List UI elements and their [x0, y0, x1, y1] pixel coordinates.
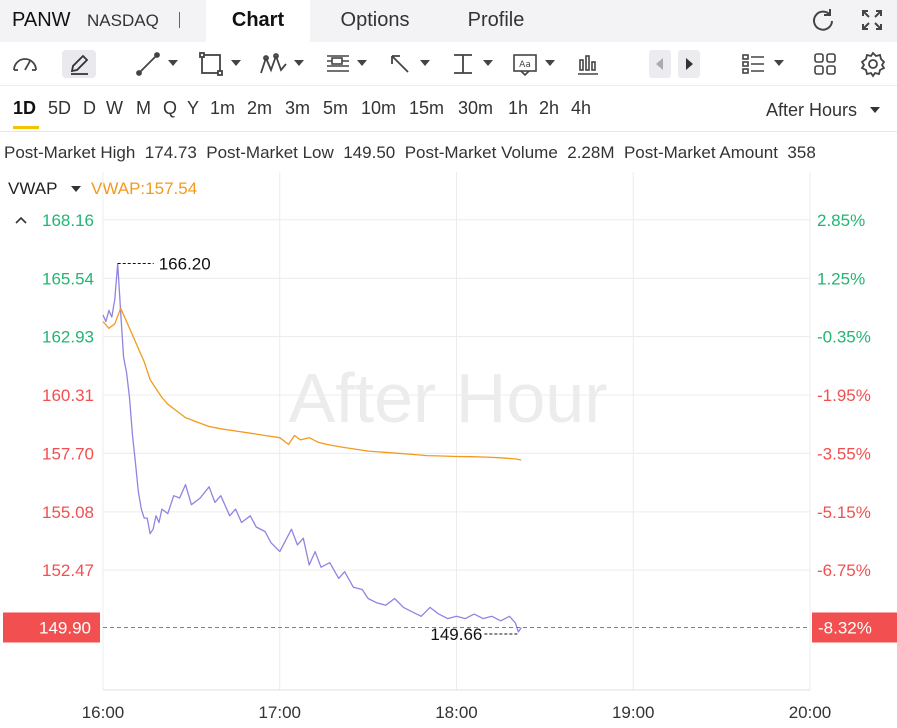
y-tick-label-right: -3.55%: [817, 444, 871, 463]
x-tick-label: 19:00: [612, 703, 655, 722]
price-chart[interactable]: After Hour 16:00 17:00 18:00 19:00 20:00 168.…: [0, 172, 897, 728]
scroll-right-icon[interactable]: [678, 50, 700, 78]
y-tick-label-left: 165.54: [42, 269, 94, 288]
pattern-dropdown-icon[interactable]: [294, 60, 304, 66]
y-tick-label-right: -1.95%: [817, 386, 871, 405]
layout-dropdown-icon[interactable]: [774, 60, 784, 66]
scroll-left-icon[interactable]: [649, 50, 671, 78]
current-pct-label: -8.32%: [818, 618, 872, 637]
fib-dropdown-icon[interactable]: [357, 60, 367, 66]
y-tick-label-left: 152.47: [42, 561, 94, 580]
period-4h[interactable]: 4h: [571, 98, 592, 118]
y-tick-label-right: 1.25%: [817, 269, 865, 288]
current-pct-badge: [812, 612, 897, 643]
period-d[interactable]: D: [83, 98, 96, 118]
post-market-low-value: 149.50: [343, 143, 400, 162]
period-2m[interactable]: 2m: [247, 98, 273, 118]
session-select[interactable]: After Hours: [766, 100, 858, 120]
y-tick-label-right: -6.75%: [817, 561, 871, 580]
period-30m[interactable]: 30m: [458, 98, 494, 118]
post-market-high-label: Post-Market High: [4, 143, 141, 162]
y-tick-label-right: -5.15%: [817, 503, 871, 522]
vwap-value: VWAP:157.54: [91, 179, 198, 198]
price-line: [102, 262, 522, 633]
period-3m[interactable]: 3m: [285, 98, 311, 118]
ticker-symbol: PANW: [12, 9, 71, 31]
current-price-label: 149.90: [39, 618, 91, 637]
post-market-amount-value: 358: [787, 143, 821, 162]
period-w[interactable]: W: [106, 98, 123, 118]
collapse-legend-icon[interactable]: [14, 212, 28, 230]
low-marker-label: 149.66: [430, 625, 482, 644]
period-5d[interactable]: 5D: [48, 98, 72, 118]
settings-icon[interactable]: [859, 50, 887, 78]
period-q[interactable]: Q: [163, 98, 178, 118]
y-tick-label-right: 2.85%: [817, 211, 865, 230]
post-market-volume-label: Post-Market Volume: [404, 143, 563, 162]
refresh-icon[interactable]: [809, 6, 837, 34]
vwap-line: [102, 307, 522, 461]
y-tick-label-left: 168.16: [42, 211, 94, 230]
post-market-amount-label: Post-Market Amount: [623, 143, 783, 162]
header-separator: [179, 12, 180, 28]
tab-chart[interactable]: Chart: [206, 0, 310, 42]
period-5m[interactable]: 5m: [323, 98, 349, 118]
period-y[interactable]: Y: [187, 98, 200, 118]
post-market-volume-value: 2.28M: [567, 143, 620, 162]
y-tick-label-right: -0.35%: [817, 328, 871, 347]
arrow-icon[interactable]: [386, 50, 414, 78]
active-period-indicator: [13, 126, 39, 129]
y-tick-label-left: 157.70: [42, 444, 94, 463]
trend-line-icon[interactable]: [134, 50, 162, 78]
x-tick-label: 18:00: [435, 703, 478, 722]
chart-header: PANW NASDAQ Chart Options Profile: [0, 0, 897, 42]
fullscreen-icon[interactable]: [858, 6, 886, 34]
period-1d[interactable]: 1D: [13, 98, 37, 118]
rectangle-icon[interactable]: [197, 50, 225, 78]
high-marker-label: 166.20: [159, 255, 211, 274]
trend-line-dropdown-icon[interactable]: [168, 60, 178, 66]
vertical-line-icon[interactable]: [449, 50, 477, 78]
y-tick-label-left: 162.93: [42, 328, 94, 347]
exchange-label: NASDAQ: [87, 11, 159, 30]
post-market-low-label: Post-Market Low: [206, 143, 339, 162]
post-market-stats: Post-Market High 174.73 Post-Market Low …: [4, 143, 897, 163]
session-dropdown-icon[interactable]: [870, 107, 880, 113]
period-2h[interactable]: 2h: [539, 98, 560, 118]
drawing-toolbar: Aa: [0, 42, 897, 86]
fib-icon[interactable]: [324, 50, 352, 78]
period-10m[interactable]: 10m: [361, 98, 397, 118]
period-1m[interactable]: 1m: [210, 98, 236, 118]
indicator-name[interactable]: VWAP: [8, 179, 58, 198]
x-tick-label: 17:00: [258, 703, 301, 722]
vertical-line-dropdown-icon[interactable]: [483, 60, 493, 66]
pen-draw-icon[interactable]: [62, 50, 96, 78]
y-tick-label-left: 160.31: [42, 386, 94, 405]
period-1h[interactable]: 1h: [508, 98, 529, 118]
tab-options[interactable]: Options: [340, 9, 410, 31]
arrow-dropdown-icon[interactable]: [420, 60, 430, 66]
period-15m[interactable]: 15m: [409, 98, 445, 118]
current-price-badge: [3, 612, 100, 643]
period-m[interactable]: M: [136, 98, 151, 118]
x-tick-label: 16:00: [82, 703, 125, 722]
pattern-icon[interactable]: [258, 50, 290, 78]
grid-layout-icon[interactable]: [811, 50, 839, 78]
post-market-high-value: 174.73: [144, 143, 202, 162]
y-tick-label-left: 155.08: [42, 503, 94, 522]
text-annotation-dropdown-icon[interactable]: [545, 60, 555, 66]
period-selector: 1D 5D D W M Q Y 1m 2m 3m 5m 10m 15m 30m …: [0, 86, 897, 132]
rectangle-dropdown-icon[interactable]: [231, 60, 241, 66]
indicator-dropdown-icon[interactable]: [71, 186, 81, 192]
indicators-icon[interactable]: [574, 50, 602, 78]
layout-list-icon[interactable]: [740, 50, 768, 78]
x-tick-label: 20:00: [789, 703, 832, 722]
svg-text:Aa: Aa: [519, 60, 531, 70]
text-annotation-icon[interactable]: Aa: [511, 50, 539, 78]
tab-profile[interactable]: Profile: [467, 9, 525, 31]
gauge-icon[interactable]: [10, 50, 40, 78]
watermark-text: After Hour: [289, 359, 608, 437]
